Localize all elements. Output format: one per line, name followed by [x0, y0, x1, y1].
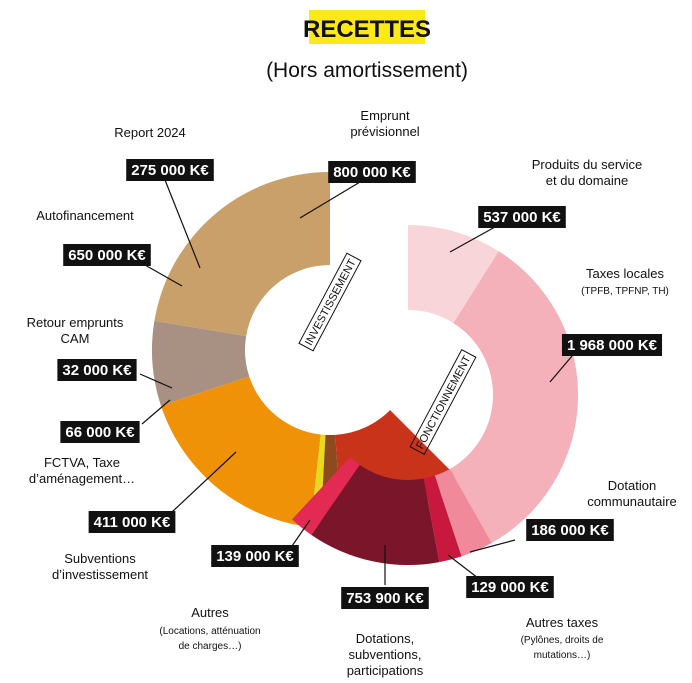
value-label: 800 000 K€: [333, 164, 411, 181]
label: Autres: [191, 605, 229, 620]
label: Dotations, subventions, participations: [347, 631, 424, 678]
leader-line: [139, 373, 173, 389]
value-label: 186 000 K€: [531, 522, 609, 539]
label: Produits du service et du domaine: [532, 157, 643, 188]
value-label: 66 000 K€: [65, 424, 135, 441]
title-bg: [309, 10, 425, 44]
value-label: 411 000 K€: [94, 514, 171, 531]
leader-line: [469, 539, 516, 553]
value-label: 537 000 K€: [483, 209, 561, 226]
leader-line: [141, 399, 171, 425]
value-box: [126, 159, 214, 181]
value-label: 650 000 K€: [68, 247, 146, 264]
donut-segment: [449, 251, 578, 543]
value-box: [478, 206, 566, 228]
label: (TPFB, TPFNP, TH): [581, 286, 669, 297]
leader-line: [291, 519, 311, 547]
label: Report 2024: [114, 125, 186, 140]
title: RECETTES: [303, 16, 431, 43]
leader-line: [449, 226, 496, 253]
leader-line: [549, 355, 573, 383]
donut-segment: [423, 475, 462, 563]
subtitle: (Hors amortissement): [266, 59, 468, 82]
label: Autofinancement: [36, 208, 134, 223]
section-label: FONCTIONNEMENT: [409, 349, 477, 455]
value-box: [63, 244, 151, 266]
donut-segment: [160, 376, 321, 527]
value-box: [561, 334, 663, 356]
value-label: 1 968 000 K€: [567, 337, 658, 354]
donut-segment: [434, 468, 492, 557]
label: Dotation communautaire: [587, 478, 677, 509]
value-box: [60, 421, 140, 443]
donut-segment: [152, 320, 250, 406]
value-box: [88, 511, 176, 533]
value-label: 129 000 K€: [471, 579, 549, 596]
label: Autres taxes: [526, 615, 599, 630]
label: Taxes locales: [586, 266, 665, 281]
value-box: [211, 545, 299, 567]
value-box: [57, 359, 137, 381]
value-box: [526, 519, 614, 541]
label: Retour emprunts CAM: [27, 315, 124, 346]
leader-line: [164, 179, 201, 269]
leader-line: [171, 451, 237, 513]
leader-line: [299, 181, 361, 219]
section-box: [298, 252, 362, 352]
label: (Pylônes, droits de mutations…): [521, 635, 604, 661]
value-box: [328, 161, 416, 183]
value-label: 753 900 K€: [346, 590, 424, 607]
label: Subventions d’investissement: [52, 551, 148, 582]
donut-segment: [154, 172, 330, 337]
leader-line: [447, 554, 479, 579]
section-label: INVESTISSEMENT: [298, 252, 362, 352]
label: FCTVA, Taxe d’aménagement…: [29, 455, 135, 486]
value-label: 275 000 K€: [131, 162, 209, 179]
section-title: INVESTISSEMENT: [303, 257, 359, 348]
value-box: [466, 576, 554, 598]
value-box: [341, 587, 429, 609]
section-box: [409, 349, 477, 455]
label: Emprunt prévisionnel: [350, 108, 419, 139]
value-label: 32 000 K€: [62, 362, 132, 379]
leader-line: [144, 264, 183, 287]
donut-segment: [408, 225, 499, 324]
section-title: FONCTIONNEMENT: [414, 354, 473, 452]
value-label: 139 000 K€: [216, 548, 294, 565]
label: (Locations, atténuation de charges…): [159, 626, 260, 652]
donut-segment: [311, 464, 440, 565]
donut-segment: [292, 457, 360, 535]
